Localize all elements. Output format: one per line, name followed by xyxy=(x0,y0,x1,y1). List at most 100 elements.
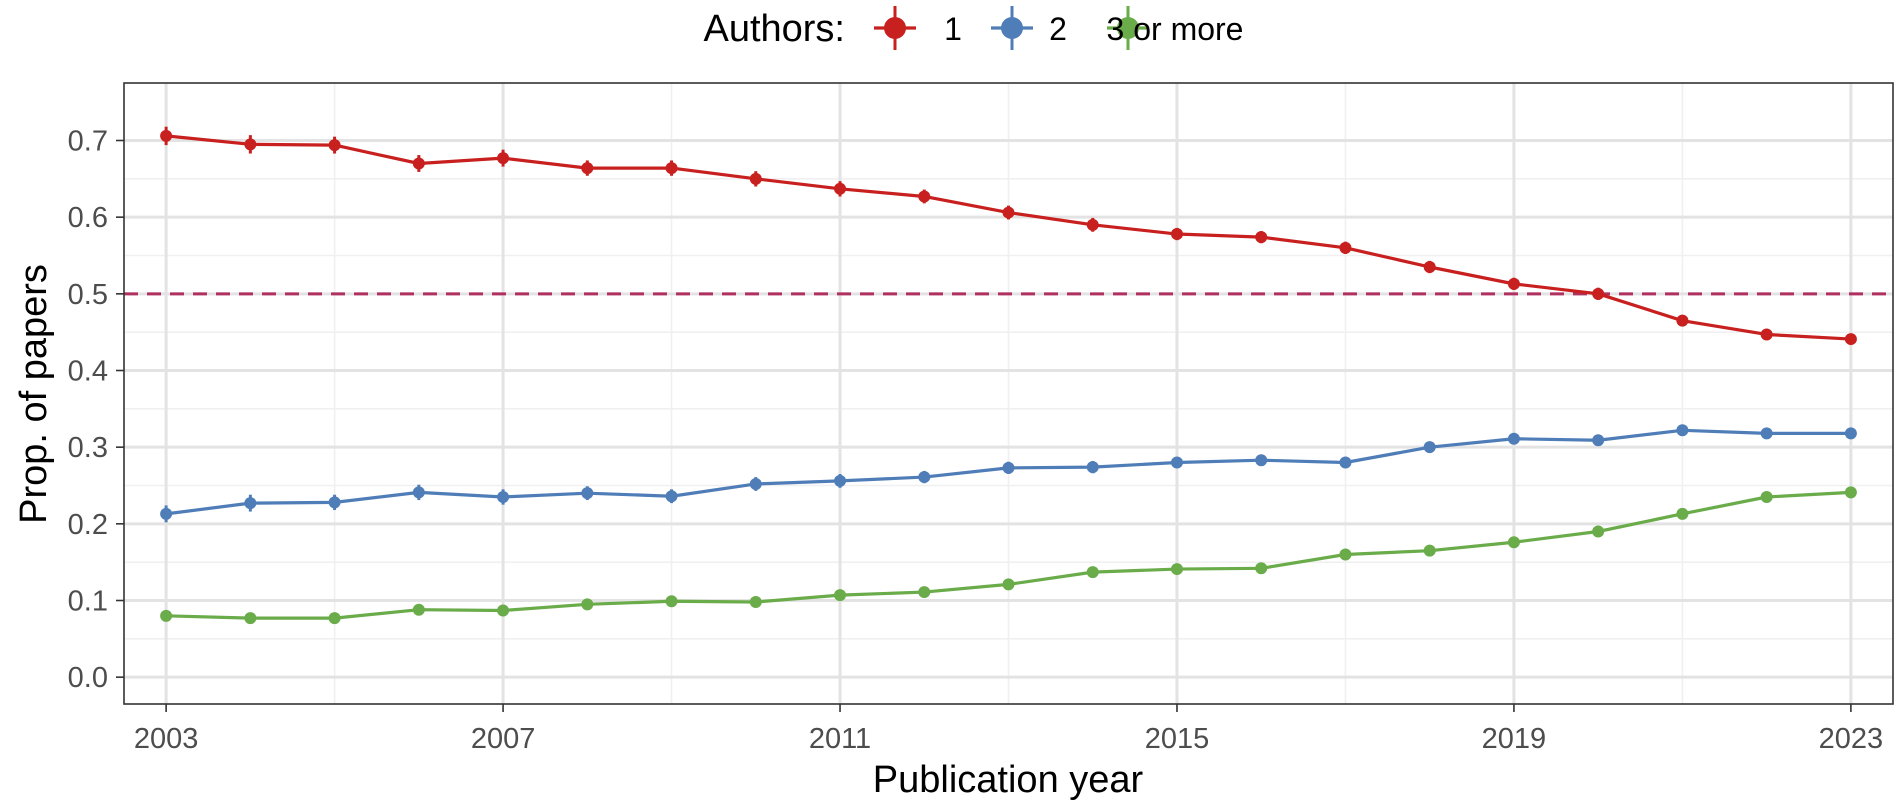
data-point xyxy=(160,507,173,520)
data-point xyxy=(328,612,341,625)
data-point xyxy=(1507,277,1520,290)
data-point xyxy=(244,612,257,625)
y-tick-label: 0.6 xyxy=(68,202,108,234)
x-tick-label: 2007 xyxy=(471,723,536,755)
data-point xyxy=(918,586,931,599)
y-tick-label: 0.0 xyxy=(68,662,108,694)
data-point xyxy=(749,477,762,490)
legend-label: 3 or more xyxy=(1107,11,1244,47)
legend-item-1: 1 xyxy=(874,6,962,50)
data-point xyxy=(834,474,847,487)
data-point xyxy=(1592,287,1605,300)
series-group xyxy=(160,126,1857,625)
data-point xyxy=(1507,536,1520,549)
data-point xyxy=(1760,328,1773,341)
data-point xyxy=(1255,454,1268,467)
y-tick-label: 0.3 xyxy=(68,432,108,464)
data-point xyxy=(581,598,594,611)
data-point xyxy=(581,487,594,500)
data-point xyxy=(665,490,678,503)
y-axis: 0.0 0.1 0.2 0.3 0.4 0.5 0.6 0.7 xyxy=(68,126,124,694)
data-point xyxy=(497,152,510,165)
data-point xyxy=(1423,544,1436,557)
data-point xyxy=(1255,562,1268,575)
data-point xyxy=(1086,461,1099,474)
data-point xyxy=(1507,432,1520,445)
x-axis: 2003 2007 2011 2015 2019 2023 xyxy=(134,704,1883,755)
data-point xyxy=(1844,486,1857,499)
data-point xyxy=(1255,231,1268,244)
data-point xyxy=(328,496,341,509)
data-point xyxy=(1002,578,1015,591)
data-point xyxy=(665,595,678,608)
series-2 xyxy=(160,424,1857,523)
y-tick-label: 0.4 xyxy=(68,356,108,388)
data-point xyxy=(497,491,510,503)
data-point xyxy=(1086,218,1099,231)
plot-border xyxy=(123,82,1894,705)
legend: Authors: 1 2 3 or more xyxy=(703,6,1243,50)
data-point xyxy=(1339,241,1352,254)
legend-label: 2 xyxy=(1049,11,1067,47)
data-point xyxy=(1423,261,1436,273)
x-tick-label: 2023 xyxy=(1819,723,1884,755)
legend-label: 1 xyxy=(944,11,962,47)
data-point xyxy=(1760,427,1773,440)
legend-key-point xyxy=(884,17,906,39)
data-point xyxy=(1760,491,1773,503)
data-point xyxy=(1170,456,1183,469)
data-point xyxy=(1592,434,1605,447)
data-point xyxy=(160,609,173,622)
data-point xyxy=(244,497,257,510)
data-point xyxy=(581,162,594,175)
y-tick-label: 0.5 xyxy=(68,279,108,311)
x-tick-label: 2003 xyxy=(134,723,199,755)
y-tick-label: 0.7 xyxy=(68,126,108,158)
legend-title: Authors: xyxy=(703,8,845,50)
data-point xyxy=(244,138,257,151)
data-point xyxy=(1002,461,1015,474)
legend-key-point xyxy=(1117,17,1139,39)
legend-items: 1 2 3 or more xyxy=(874,6,1243,50)
data-point xyxy=(1170,563,1183,576)
legend-item-3: 3 or more xyxy=(1107,6,1244,50)
y-axis-title: Prop. of papers xyxy=(13,264,55,524)
data-point xyxy=(1676,507,1689,520)
data-point xyxy=(1086,566,1099,579)
data-point xyxy=(1170,228,1183,241)
data-point xyxy=(1423,441,1436,454)
data-point xyxy=(1002,206,1015,219)
y-tick-label: 0.2 xyxy=(68,509,108,541)
data-point xyxy=(1844,333,1857,346)
x-tick-label: 2019 xyxy=(1482,723,1547,755)
data-point xyxy=(412,486,425,499)
data-point xyxy=(918,471,931,484)
x-tick-label: 2011 xyxy=(809,723,871,755)
data-point xyxy=(749,596,762,609)
legend-item-2: 2 xyxy=(991,6,1067,50)
grid-major xyxy=(124,83,1893,704)
data-point xyxy=(497,604,510,617)
data-point xyxy=(160,129,173,142)
data-point xyxy=(1339,548,1352,561)
data-point xyxy=(1339,456,1352,469)
data-point xyxy=(1844,427,1857,440)
data-point xyxy=(834,182,847,195)
data-point xyxy=(665,162,678,175)
data-point xyxy=(1676,424,1689,437)
data-point xyxy=(412,157,425,170)
data-point xyxy=(328,139,341,152)
plot-area xyxy=(123,82,1894,705)
series-1 xyxy=(160,126,1857,346)
data-point xyxy=(1592,525,1605,538)
y-tick-label: 0.1 xyxy=(68,586,108,618)
data-point xyxy=(412,603,425,616)
series-3 xyxy=(160,486,1857,625)
data-point xyxy=(1676,314,1689,327)
data-point xyxy=(918,190,931,203)
legend-key-point xyxy=(1001,17,1023,39)
data-point xyxy=(834,589,847,602)
data-point xyxy=(749,172,762,185)
x-tick-label: 2015 xyxy=(1145,723,1210,755)
